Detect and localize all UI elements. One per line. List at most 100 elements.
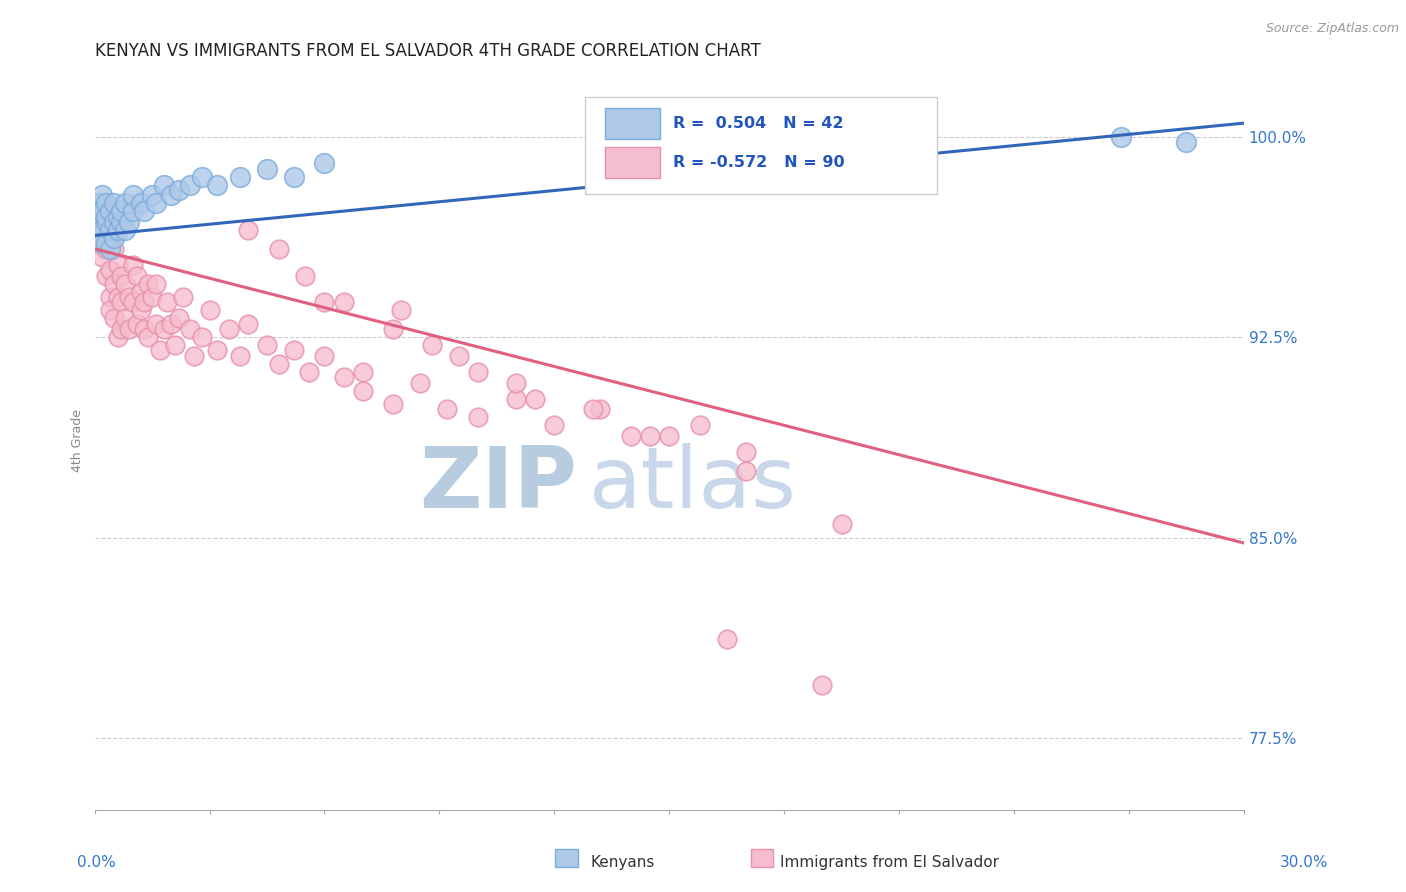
Point — [229, 349, 252, 363]
Point — [389, 303, 412, 318]
Point — [160, 317, 183, 331]
Point — [91, 204, 114, 219]
Point — [110, 215, 132, 229]
Point — [283, 343, 305, 358]
Point — [352, 384, 374, 398]
Point — [467, 410, 489, 425]
Point — [689, 418, 711, 433]
Point — [114, 277, 136, 291]
Point — [91, 188, 114, 202]
Point — [294, 268, 316, 283]
Point — [110, 322, 132, 336]
Point — [734, 445, 756, 459]
Point — [91, 250, 114, 264]
Point — [543, 418, 565, 433]
Point — [122, 188, 145, 202]
Point — [352, 365, 374, 379]
Point — [236, 317, 259, 331]
Point — [524, 392, 547, 406]
Point — [420, 338, 443, 352]
Text: R =  0.504   N = 42: R = 0.504 N = 42 — [672, 116, 844, 131]
Point — [103, 311, 125, 326]
Point — [152, 178, 174, 192]
Point — [145, 196, 167, 211]
Point — [218, 322, 240, 336]
Point — [382, 397, 405, 411]
Point — [98, 263, 121, 277]
Point — [107, 290, 129, 304]
Point — [658, 429, 681, 443]
Point — [256, 338, 278, 352]
Point — [94, 268, 117, 283]
Point — [332, 295, 354, 310]
Text: ZIP: ZIP — [419, 443, 578, 526]
Point — [207, 178, 229, 192]
Point — [145, 317, 167, 331]
Bar — [751, 849, 773, 867]
Point — [191, 330, 214, 344]
Point — [145, 277, 167, 291]
Point — [179, 178, 201, 192]
Point — [107, 223, 129, 237]
Point — [118, 290, 141, 304]
Point — [167, 183, 190, 197]
Point — [811, 678, 834, 692]
Point — [179, 322, 201, 336]
Point — [87, 196, 110, 211]
Point — [94, 242, 117, 256]
Point — [122, 204, 145, 219]
Point — [129, 196, 152, 211]
Point — [87, 215, 110, 229]
Text: atlas: atlas — [589, 443, 797, 526]
Point — [267, 242, 290, 256]
Point — [98, 223, 121, 237]
Text: Immigrants from El Salvador: Immigrants from El Salvador — [780, 855, 1000, 870]
Text: KENYAN VS IMMIGRANTS FROM EL SALVADOR 4TH GRADE CORRELATION CHART: KENYAN VS IMMIGRANTS FROM EL SALVADOR 4T… — [94, 42, 761, 60]
Point — [122, 295, 145, 310]
Point — [98, 290, 121, 304]
Point — [98, 242, 121, 256]
Point — [103, 196, 125, 211]
Point — [314, 156, 336, 170]
Point — [114, 311, 136, 326]
Point — [114, 223, 136, 237]
Point — [122, 258, 145, 272]
Point — [87, 210, 110, 224]
Point — [198, 303, 221, 318]
Text: 30.0%: 30.0% — [1281, 855, 1329, 870]
Point — [620, 429, 643, 443]
Point — [129, 303, 152, 318]
Point — [110, 268, 132, 283]
Point — [110, 204, 132, 219]
Point — [134, 295, 156, 310]
Y-axis label: 4th Grade: 4th Grade — [72, 409, 84, 472]
Point — [505, 376, 527, 390]
Bar — [555, 849, 578, 867]
Point — [141, 290, 163, 304]
Point — [94, 215, 117, 229]
Point — [191, 169, 214, 184]
Point — [98, 204, 121, 219]
Text: Source: ZipAtlas.com: Source: ZipAtlas.com — [1265, 22, 1399, 36]
Point — [91, 236, 114, 251]
Point — [118, 322, 141, 336]
Point — [94, 210, 117, 224]
Point — [110, 295, 132, 310]
Point — [94, 196, 117, 211]
Point — [734, 464, 756, 478]
Point — [409, 376, 432, 390]
Point — [207, 343, 229, 358]
Point — [831, 517, 853, 532]
Point — [103, 242, 125, 256]
Point — [505, 392, 527, 406]
Point — [298, 365, 321, 379]
Point — [94, 215, 117, 229]
Point — [236, 223, 259, 237]
Point — [167, 311, 190, 326]
Text: R = -0.572   N = 90: R = -0.572 N = 90 — [672, 154, 844, 169]
Point — [87, 236, 110, 251]
Point — [183, 349, 205, 363]
Point — [87, 210, 110, 224]
Point — [332, 370, 354, 384]
FancyBboxPatch shape — [605, 146, 659, 178]
